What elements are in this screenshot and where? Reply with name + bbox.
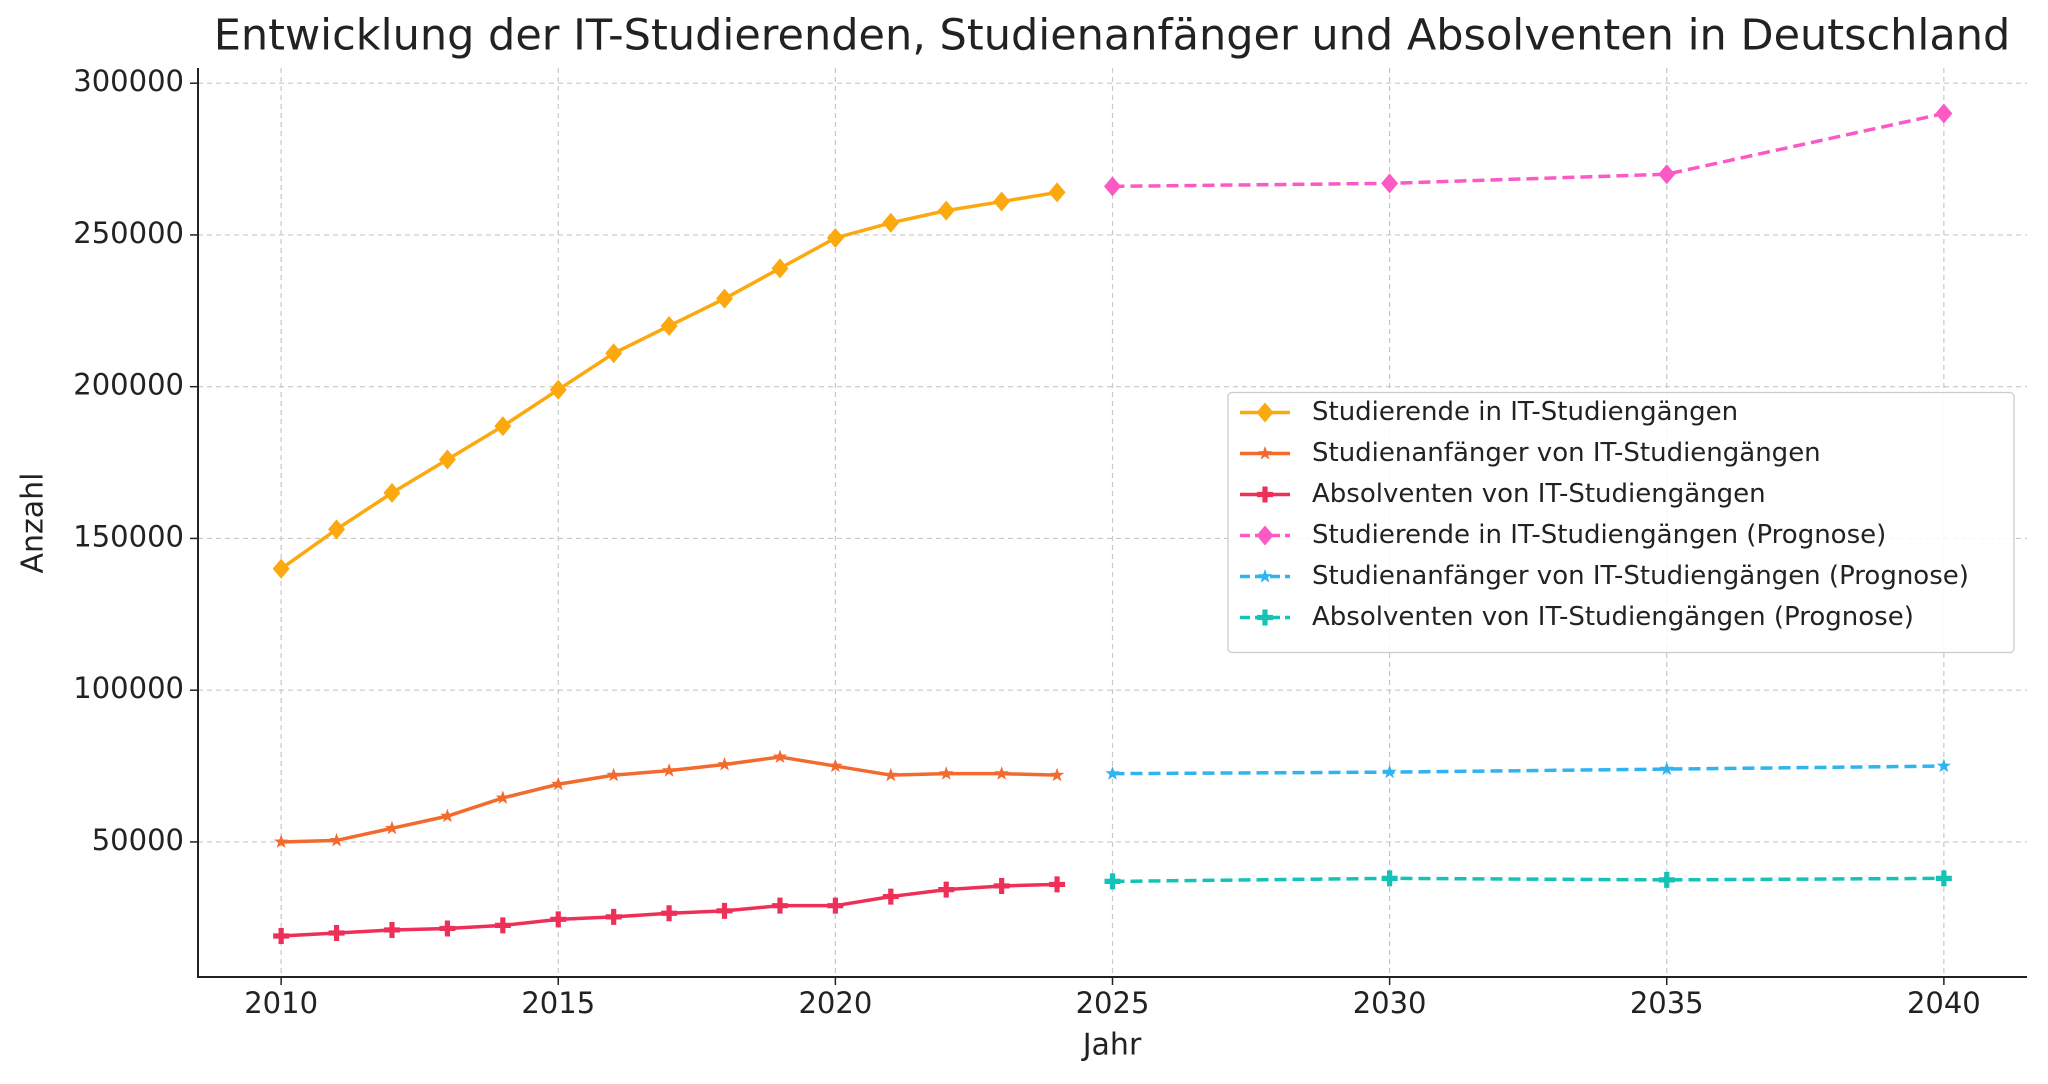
legend-marker	[1257, 486, 1273, 503]
data-point	[1104, 873, 1121, 890]
legend-marker	[1257, 569, 1273, 583]
legend-box	[1227, 391, 2015, 654]
series-line	[280, 190, 1058, 571]
data-point	[826, 227, 844, 248]
data-point	[383, 482, 401, 503]
series-line	[1112, 876, 1944, 884]
y-tick-label: 250000	[73, 216, 184, 250]
data-point	[551, 776, 566, 791]
data-point	[937, 200, 955, 221]
data-point	[717, 757, 732, 771]
data-point	[994, 766, 1009, 780]
data-point	[993, 191, 1011, 212]
data-point	[661, 905, 678, 922]
data-point	[383, 921, 400, 938]
y-tick-label: 50000	[92, 823, 184, 857]
data-point	[716, 288, 734, 309]
data-point	[494, 416, 512, 437]
data-point	[1936, 758, 1951, 773]
data-point	[882, 888, 899, 905]
x-tick-label: 2030	[1353, 986, 1427, 1020]
legend-label: Studierende in IT-Studiengängen	[1312, 397, 1738, 427]
data-point	[605, 908, 622, 925]
data-point	[828, 758, 843, 773]
data-point	[1659, 761, 1674, 776]
data-point	[549, 379, 567, 400]
y-tick-label: 200000	[73, 368, 184, 402]
legend-label: Studierende in IT-Studiengängen (Prognos…	[1312, 520, 1886, 550]
data-point	[272, 558, 290, 579]
legend-marker	[1257, 446, 1273, 460]
data-point	[274, 834, 289, 848]
legend-marker	[1256, 402, 1274, 423]
data-point	[384, 820, 400, 835]
chart-title: Entwicklung der IT-Studierenden, Studien…	[214, 11, 2011, 61]
legend-label: Absolventen von IT-Studiengängen	[1312, 479, 1766, 509]
y-tick-label: 300000	[73, 64, 184, 98]
series-line	[1112, 764, 1944, 776]
data-point	[939, 766, 954, 780]
data-point	[938, 881, 955, 898]
data-point	[494, 917, 511, 934]
data-point	[1104, 176, 1121, 197]
data-point	[1105, 766, 1120, 780]
data-point	[1381, 173, 1399, 194]
data-point	[439, 920, 456, 937]
data-point	[605, 343, 623, 364]
legend-marker	[1257, 609, 1273, 626]
data-point	[827, 897, 844, 914]
legend-marker	[1256, 525, 1274, 546]
data-point	[328, 519, 346, 540]
y-axis-label: Anzahl	[16, 472, 51, 573]
data-point	[993, 877, 1010, 894]
legend: Studierende in IT-Studiengängen Studienan…	[1227, 391, 2015, 654]
data-point	[1382, 764, 1397, 779]
data-point	[606, 767, 621, 782]
y-tick-label: 150000	[73, 519, 184, 553]
x-tick-label: 2015	[521, 986, 595, 1020]
data-point	[1935, 103, 1953, 124]
data-point	[772, 749, 788, 763]
y-tick-label: 100000	[73, 671, 184, 705]
x-tick-label: 2020	[798, 986, 872, 1020]
data-point	[329, 832, 344, 847]
data-point	[438, 449, 456, 470]
data-point	[1049, 767, 1065, 782]
x-tick-label: 2010	[244, 986, 318, 1020]
data-point	[1049, 876, 1066, 893]
x-tick-label: 2025	[1076, 986, 1150, 1020]
legend-label: Studienanfänger von IT-Studiengängen	[1312, 438, 1821, 468]
data-point	[660, 315, 678, 336]
series-line	[1112, 111, 1945, 189]
data-point	[716, 902, 733, 919]
data-point	[1381, 870, 1398, 887]
data-point	[1658, 164, 1676, 185]
data-point	[1048, 182, 1066, 203]
data-point	[440, 808, 455, 823]
data-point	[771, 897, 788, 914]
x-tick-label: 2035	[1630, 986, 1704, 1020]
data-point	[1658, 871, 1675, 888]
data-point	[550, 911, 567, 928]
data-point	[771, 258, 789, 279]
data-point	[328, 924, 345, 941]
data-point	[1935, 870, 1952, 887]
x-tick-label: 2040	[1907, 986, 1981, 1020]
data-point	[273, 928, 290, 945]
legend-label: Studienanfänger von IT-Studiengängen (Pr…	[1312, 561, 1969, 591]
legend-label: Absolventen von IT-Studiengängen (Progno…	[1312, 602, 1914, 632]
data-point	[495, 790, 510, 804]
data-point	[882, 212, 900, 233]
data-point	[662, 763, 677, 777]
data-point	[883, 767, 898, 782]
axis-spine	[197, 68, 2027, 978]
x-axis-label: Jahr	[1081, 1028, 1142, 1063]
